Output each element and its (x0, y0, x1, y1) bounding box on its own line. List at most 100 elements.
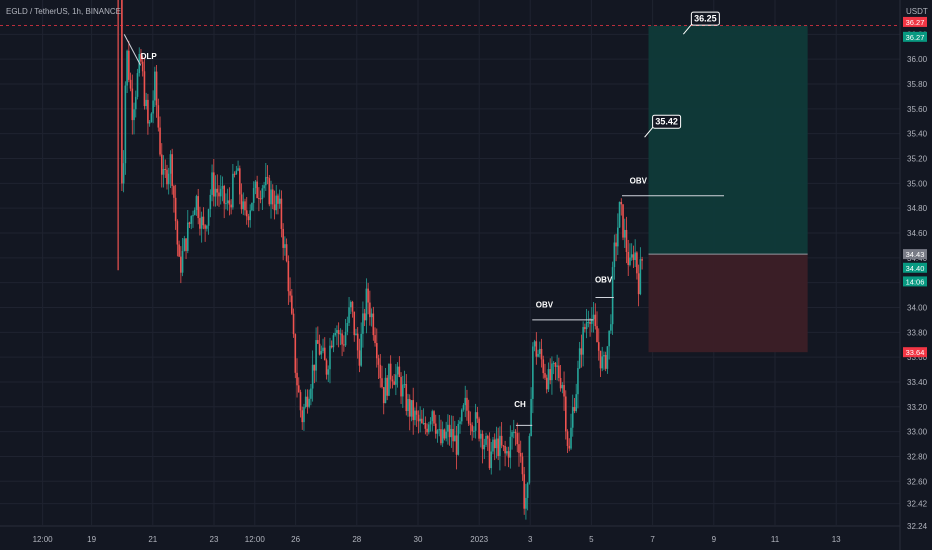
candle-body (275, 195, 278, 211)
candle-body (219, 188, 222, 197)
candle-body (509, 436, 512, 458)
candle-body (428, 424, 430, 433)
x-tick-label: 7 (650, 535, 655, 544)
candle-body (620, 201, 623, 205)
candle-body (617, 227, 619, 247)
candle-body (360, 333, 362, 366)
x-tick-label: 21 (148, 535, 157, 544)
candle-body (395, 374, 397, 385)
candle-body (186, 222, 189, 251)
candle-body (563, 385, 565, 397)
candle-body (209, 194, 212, 210)
callout-box (690, 11, 720, 26)
candle-body (580, 348, 583, 355)
y-tick-label: 32.24 (907, 522, 928, 531)
candle-body (594, 314, 597, 327)
price-tag (903, 262, 927, 273)
candle-body (308, 398, 310, 407)
candle-body (492, 439, 494, 452)
candle-body (431, 411, 434, 422)
candle-body (121, 0, 123, 184)
candle-body (197, 196, 199, 219)
candle-body (129, 79, 132, 89)
candle-body (235, 170, 238, 175)
candle-body (154, 71, 156, 101)
candle-body (271, 189, 274, 205)
candle-body (462, 405, 465, 410)
candle-body (178, 244, 180, 257)
candle-body (457, 423, 460, 455)
y-tick-label: 33.20 (907, 403, 928, 412)
price-tag-label: 33.64 (906, 348, 925, 357)
candle-body (577, 368, 579, 395)
candle-body (561, 385, 564, 389)
candle-body (346, 322, 349, 332)
candle-body (422, 423, 425, 425)
candle-body (464, 397, 467, 406)
candle-body (193, 209, 196, 216)
candle-body (384, 377, 387, 404)
candle-body (258, 197, 260, 199)
annotations: DLP CH OBV OBV OBV 36.25 35.42 (141, 11, 720, 409)
candle-body (325, 360, 328, 375)
candle-body (133, 109, 135, 121)
candle-body (265, 177, 267, 186)
candle-body (225, 203, 227, 205)
candle-body (535, 341, 538, 357)
candle-body (169, 154, 172, 174)
candle-body (310, 388, 312, 399)
candle-body (613, 242, 616, 268)
candle-body (636, 252, 638, 274)
candle-body (521, 456, 524, 475)
candle-body (540, 348, 543, 360)
candle-body (195, 196, 198, 210)
candle-body (124, 85, 127, 164)
dlp-line (123, 34, 142, 66)
candle-body (591, 319, 593, 324)
candle-body (455, 435, 458, 455)
candle-body (403, 384, 406, 386)
candle-body (412, 400, 415, 421)
candle-body (247, 216, 250, 221)
candle-body (452, 428, 454, 442)
candle-body (211, 172, 213, 195)
candle-body (145, 99, 147, 107)
candle-body (641, 259, 643, 261)
candle-body (372, 313, 375, 336)
y-tick-label: 33.40 (907, 378, 928, 387)
candle-body (450, 428, 453, 438)
candle-body (330, 345, 333, 348)
candle-body (545, 377, 548, 390)
candle-body (554, 362, 557, 367)
x-tick-label: 12:00 (245, 535, 266, 544)
candle-body (500, 435, 503, 446)
candle-body (207, 209, 210, 226)
candle-body (245, 210, 248, 217)
candle-body (188, 222, 191, 224)
candle-body (143, 71, 146, 107)
candle-body (587, 321, 590, 323)
candle-body (601, 356, 604, 369)
annotation-label: DLP (141, 52, 158, 61)
candle-body (424, 423, 427, 429)
candle-body (218, 192, 220, 197)
y-tick-label: 33.80 (907, 328, 928, 337)
candle-body (599, 350, 602, 369)
candle-body (516, 433, 519, 445)
candle-body (634, 252, 636, 261)
candle-body (615, 242, 617, 247)
candle-body (351, 301, 354, 312)
price-tag (903, 276, 927, 287)
candle-body (402, 384, 404, 397)
candle-body (493, 439, 496, 449)
candle-body (199, 218, 201, 229)
candle-body (147, 99, 149, 124)
candle-body (523, 474, 525, 509)
candle-body (141, 61, 144, 72)
candle-body (533, 341, 536, 347)
price-tag-label: 36.27 (906, 18, 925, 27)
x-tick-label: 11 (771, 535, 780, 544)
candle-body (339, 333, 342, 335)
